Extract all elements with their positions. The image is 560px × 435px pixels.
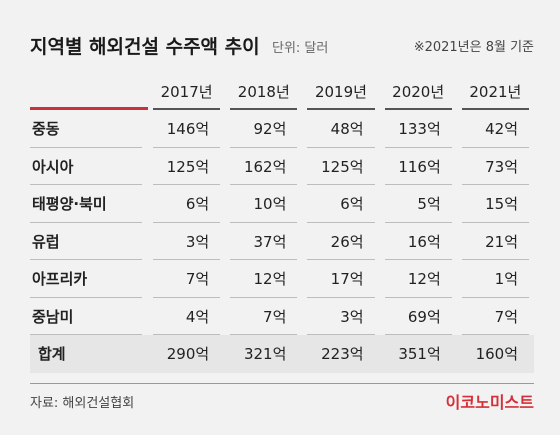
table-cell: 162억 [225,147,303,185]
table-row: 태평양·북미 6억 10억 6억 5억 15억 [30,185,534,223]
row-label: 아프리카 [30,260,148,298]
table-header-row: 2017년 2018년 2019년 2020년 2021년 [30,72,534,110]
footer-divider [30,383,534,384]
chart-header: 지역별 해외건설 수주액 추이 단위: 달러 ※2021년은 8월 기준 [0,0,560,60]
source-label: 자료: 해외건설협회 [30,396,135,411]
table-cell: 73억 [456,147,534,185]
table-cell: 17억 [302,260,380,298]
table-cell: 69억 [379,297,457,335]
table-cell: 125억 [302,147,380,185]
column-header: 2020년 [379,72,457,110]
table-cell: 133억 [379,110,457,148]
table-cell: 7억 [148,260,226,298]
column-header: 2019년 [302,72,380,110]
table-cell: 16억 [379,222,457,260]
table-row: 아프리카 7억 12억 17억 12억 1억 [30,260,534,298]
table-row: 중동 146억 92억 48억 133억 42억 [30,110,534,148]
table-cell: 21억 [456,222,534,260]
table-cell: 6억 [148,185,226,223]
row-label: 유럽 [30,222,148,260]
column-header: 2017년 [148,72,226,110]
total-cell: 290억 [148,335,226,373]
total-cell: 321억 [225,335,303,373]
table-cell: 146억 [148,110,226,148]
table-cell: 1억 [456,260,534,298]
column-header: 2021년 [456,72,534,110]
total-cell: 223억 [302,335,380,373]
table-cell: 3억 [302,297,380,335]
table-row: 유럽 3억 37억 26억 16억 21억 [30,222,534,260]
table-cell: 26억 [302,222,380,260]
table-cell: 12억 [379,260,457,298]
data-table-container: 2017년 2018년 2019년 2020년 2021년 중동 146억 92… [30,72,534,373]
table-cell: 10억 [225,185,303,223]
unit-label: 단위: 달러 [272,41,329,56]
chart-title: 지역별 해외건설 수주액 추이 [30,36,260,58]
table-row: 아시아 125억 162억 125억 116억 73억 [30,147,534,185]
total-row: 합계 290억 321억 223억 351억 160억 [30,335,534,373]
table-cell: 7억 [456,297,534,335]
total-cell: 351억 [379,335,457,373]
table-cell: 116억 [379,147,457,185]
table-cell: 12억 [225,260,303,298]
row-label: 아시아 [30,147,148,185]
table-cell: 48억 [302,110,380,148]
table-cell: 125억 [148,147,226,185]
total-cell: 160억 [456,335,534,373]
row-label: 중남미 [30,297,148,335]
header-label-cell [30,72,148,110]
date-note: ※2021년은 8월 기준 [413,40,534,55]
table-row: 중남미 4억 7억 3억 69억 7억 [30,297,534,335]
table-cell: 7억 [225,297,303,335]
column-header: 2018년 [225,72,303,110]
data-table: 2017년 2018년 2019년 2020년 2021년 중동 146억 92… [30,72,534,373]
table-cell: 42억 [456,110,534,148]
table-cell: 3억 [148,222,226,260]
table-cell: 6억 [302,185,380,223]
table-cell: 15억 [456,185,534,223]
table-cell: 5억 [379,185,457,223]
table-cell: 37억 [225,222,303,260]
table-cell: 4억 [148,297,226,335]
brand-logo: 이코노미스트 [445,393,534,412]
total-label: 합계 [30,335,148,373]
row-label: 태평양·북미 [30,185,148,223]
row-label: 중동 [30,110,148,148]
table-cell: 92억 [225,110,303,148]
